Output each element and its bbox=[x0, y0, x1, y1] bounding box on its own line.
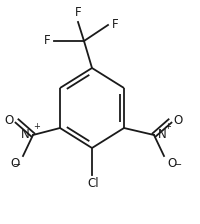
Text: O: O bbox=[11, 157, 20, 170]
Text: N: N bbox=[21, 127, 29, 140]
Text: −: − bbox=[13, 160, 21, 170]
Text: −: − bbox=[174, 160, 182, 170]
Text: O: O bbox=[4, 114, 13, 127]
Text: N: N bbox=[158, 127, 166, 140]
Text: +: + bbox=[164, 122, 171, 131]
Text: F: F bbox=[112, 19, 118, 32]
Text: F: F bbox=[75, 6, 81, 19]
Text: +: + bbox=[33, 122, 40, 131]
Text: F: F bbox=[44, 34, 50, 47]
Text: Cl: Cl bbox=[87, 177, 99, 190]
Text: O: O bbox=[167, 157, 176, 170]
Text: O: O bbox=[174, 114, 183, 127]
